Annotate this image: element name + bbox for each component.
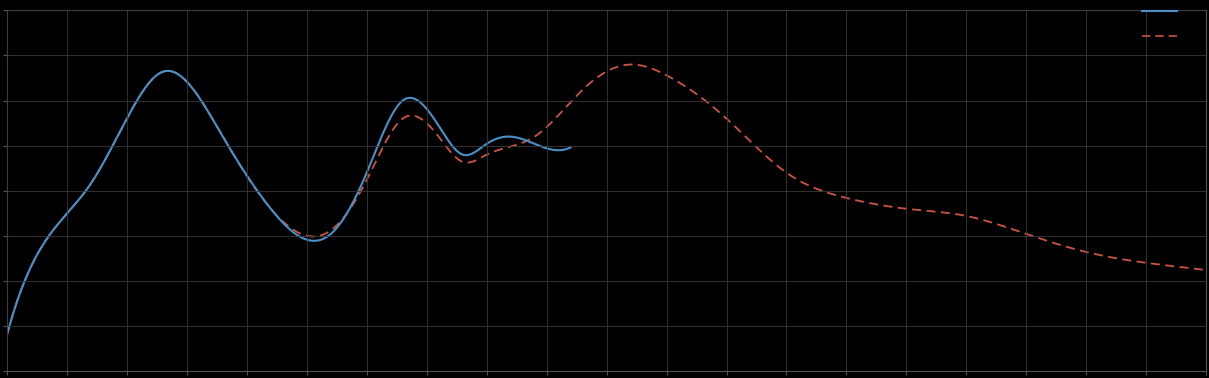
Legend: , : , — [1136, 0, 1193, 50]
